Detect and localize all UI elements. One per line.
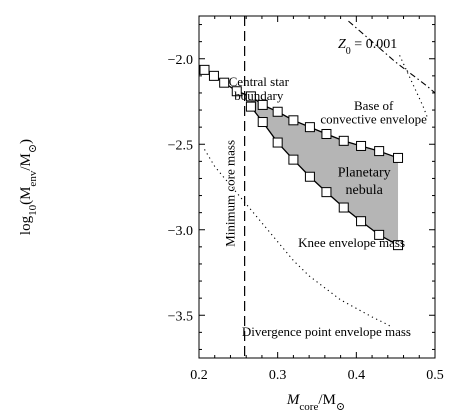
annotation-0: Central star (229, 74, 290, 89)
y-tick-label: −2.5 (168, 138, 193, 153)
annotation-7: Divergence point envelope mass (242, 324, 411, 339)
metallicity-label: Z0 = 0.001 (338, 37, 397, 57)
metallicity-subscript: 0 (346, 46, 351, 57)
series-1-marker-0 (245, 101, 256, 112)
series-0-marker-11 (356, 140, 367, 151)
series-1-marker-5 (321, 187, 332, 198)
annotation-3: convective envelope (320, 112, 427, 127)
shaded-area (250, 96, 399, 246)
annotation-6: Knee envelope mass (298, 235, 405, 250)
y-tick-label: −3.0 (168, 224, 193, 239)
series-0-marker-1 (208, 70, 219, 81)
data-lines (204, 16, 435, 358)
planetary-nebula-shaded-region (250, 96, 399, 246)
series-1-marker-4 (304, 171, 315, 182)
series-0-marker-13 (393, 152, 404, 163)
series-1-marker-3 (288, 154, 299, 165)
annotation-1: boundary (234, 88, 284, 103)
x-axis-label: Mcore/M⊙ (286, 392, 345, 413)
x-tick-label: 0.5 (426, 368, 444, 383)
series-0-marker-10 (338, 135, 349, 146)
series-line-1 (250, 106, 399, 246)
y-tick-label: −3.5 (168, 309, 193, 324)
x-tick-label: 0.4 (348, 368, 366, 383)
series-0-marker-2 (219, 77, 230, 88)
series-0-marker-7 (288, 115, 299, 126)
metallicity-symbol: Z (338, 37, 346, 52)
series-1-marker-6 (338, 202, 349, 213)
series-0-marker-12 (374, 146, 385, 157)
series-1-marker-9 (393, 240, 404, 251)
series-1-marker-7 (356, 216, 367, 227)
plot-frame (198, 15, 436, 359)
annotation-4: Planetary (338, 166, 391, 181)
series-1-marker-8 (374, 229, 385, 240)
series-0-marker-0 (199, 64, 210, 75)
x-tick-label: 0.3 (269, 368, 287, 383)
series-0-marker-8 (304, 122, 315, 133)
series-0-marker-9 (321, 128, 332, 139)
y-axis-label: log10(Menv/M⊙) (18, 139, 39, 235)
x-tick-label: 0.2 (190, 368, 208, 383)
series-0-marker-3 (231, 86, 242, 97)
series-line-3 (348, 20, 435, 94)
series-1-marker-1 (257, 117, 268, 128)
annotation-8: Minimum core mass (222, 140, 237, 247)
annotation-2: Base of (354, 98, 394, 113)
series-0-marker-6 (272, 106, 283, 117)
data-markers (199, 64, 404, 251)
metallicity-value: = 0.001 (351, 37, 397, 52)
series-0-marker-5 (257, 99, 268, 110)
series-line-4 (399, 55, 428, 118)
y-tick-label: −2.0 (168, 53, 193, 68)
series-1-marker-2 (272, 137, 283, 148)
tick-labels: 0.2 0.3 0.4 0.5 −2.0 −2.5 −3.0 −3.5 (168, 53, 444, 383)
series-0-marker-4 (245, 91, 256, 102)
annotation-5: nebula (346, 183, 384, 198)
